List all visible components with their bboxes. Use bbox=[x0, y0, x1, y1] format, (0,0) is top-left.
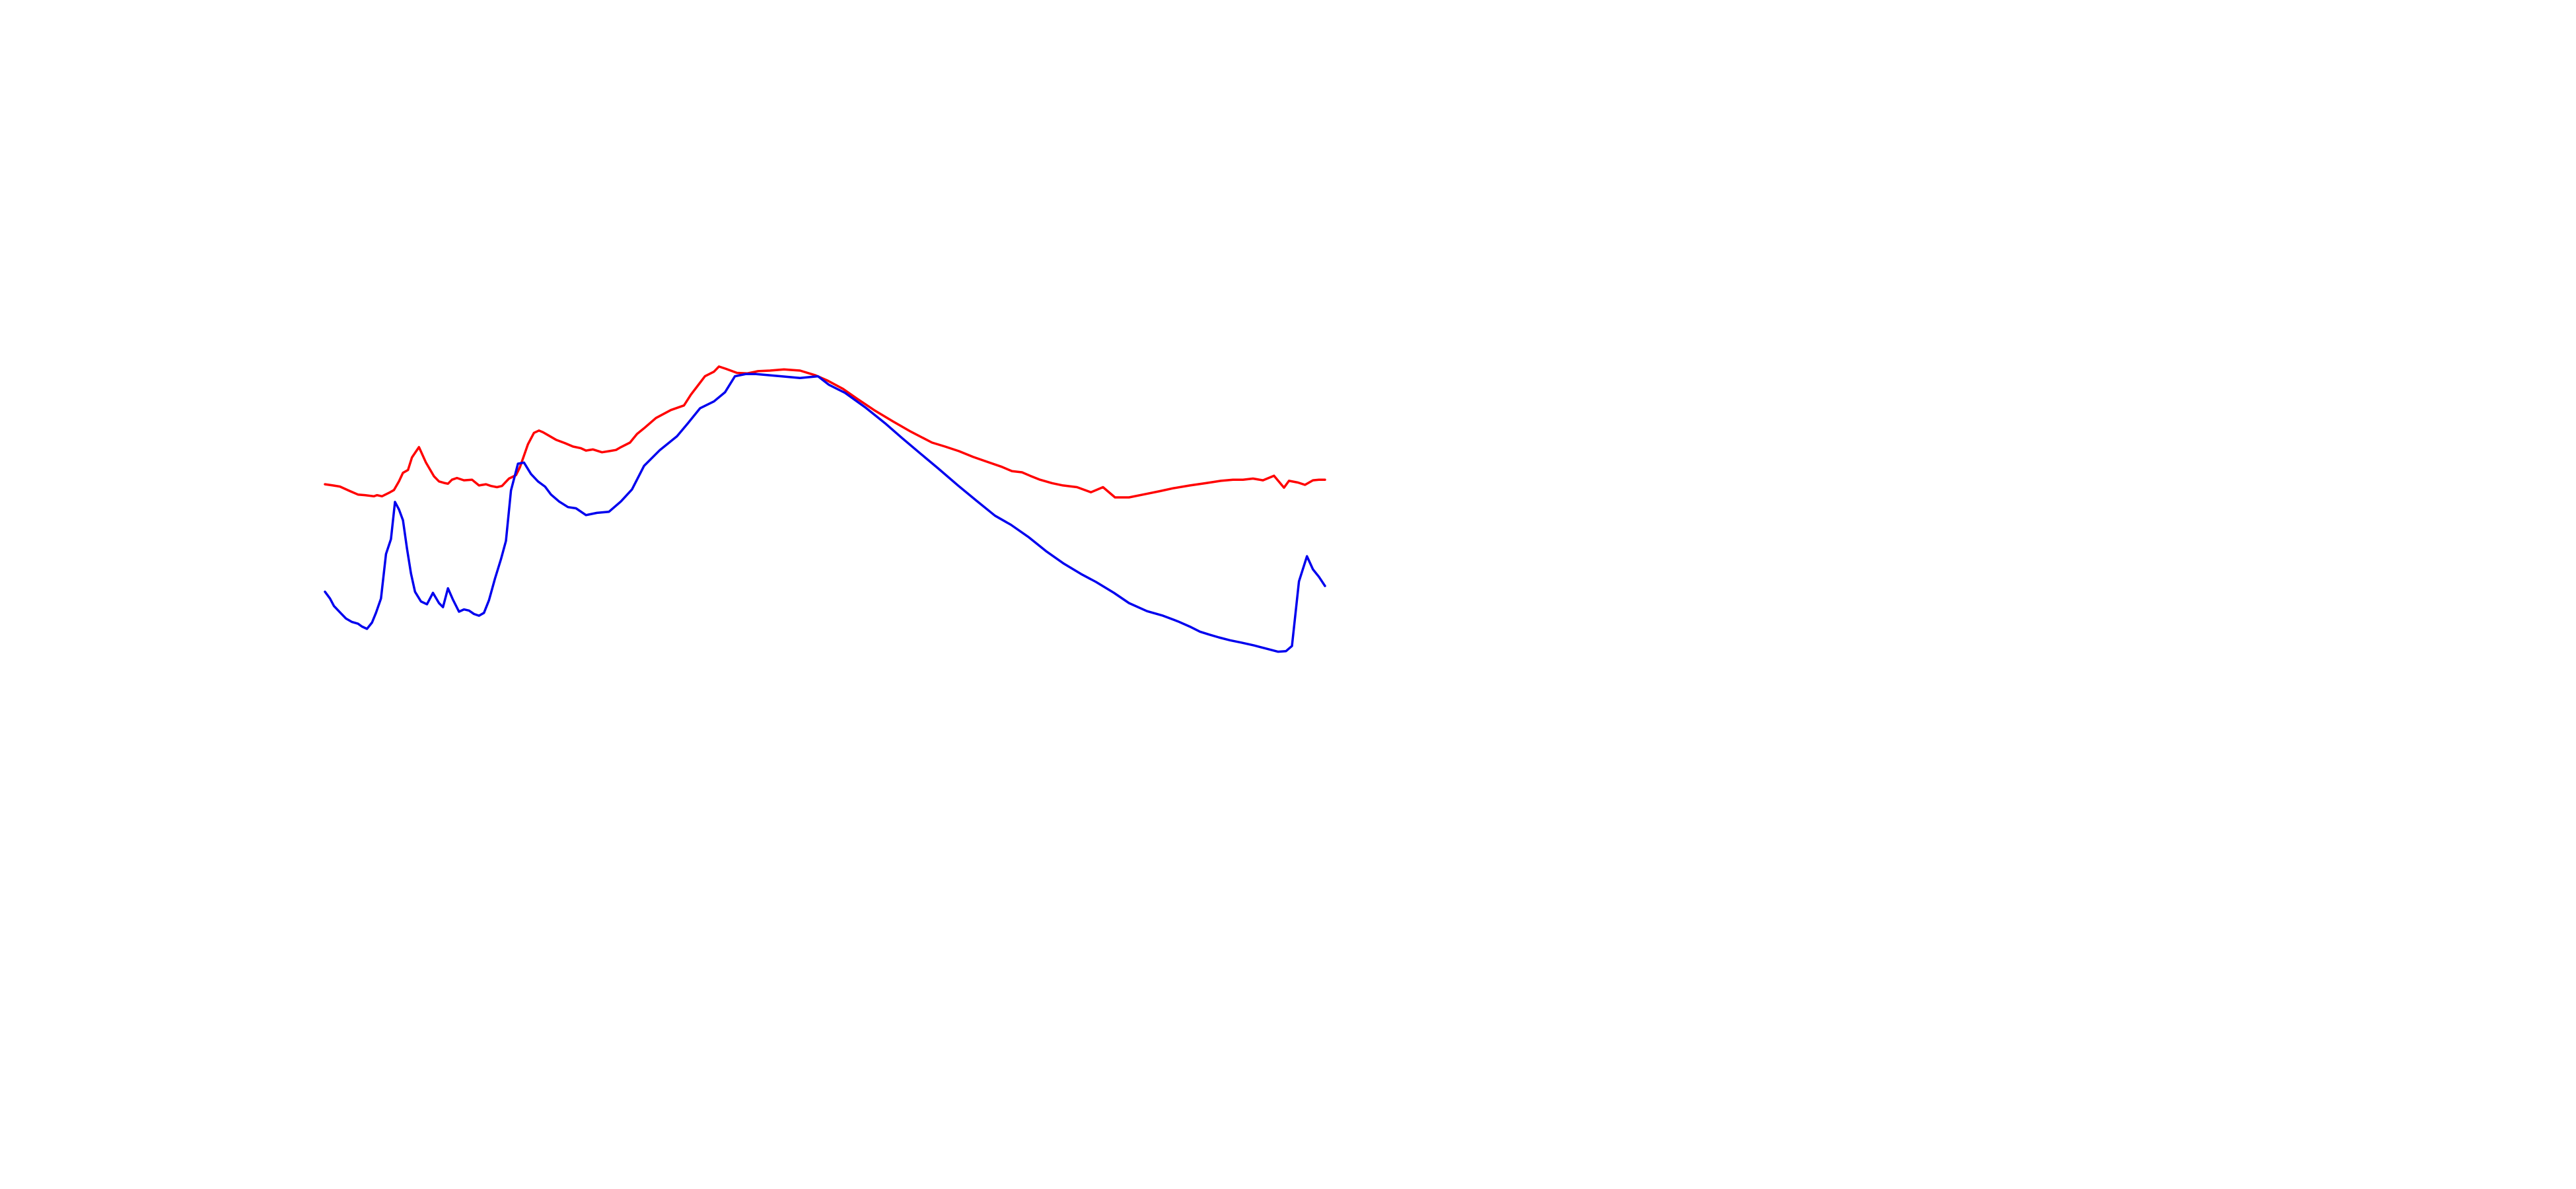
series-2 bbox=[324, 373, 1326, 653]
series-1 bbox=[324, 365, 1326, 499]
series-line-1 bbox=[324, 365, 1326, 499]
series-line-2 bbox=[324, 373, 1326, 653]
